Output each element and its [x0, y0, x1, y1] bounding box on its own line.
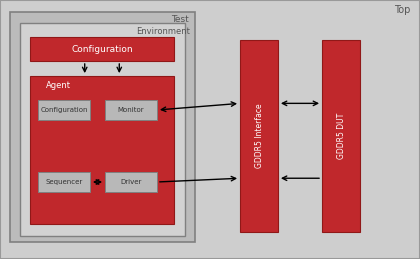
Text: Test: Test — [171, 16, 189, 25]
Bar — [20, 23, 185, 236]
Text: Configuration: Configuration — [40, 107, 88, 113]
Text: GDDR5 Interface: GDDR5 Interface — [255, 104, 263, 168]
Bar — [10, 12, 195, 242]
Text: Monitor: Monitor — [118, 107, 144, 113]
Bar — [30, 76, 174, 224]
Text: Driver: Driver — [120, 179, 142, 185]
Bar — [105, 172, 157, 192]
Text: Environment: Environment — [136, 26, 190, 35]
Text: GDDR5 DUT: GDDR5 DUT — [336, 113, 346, 159]
Bar — [38, 100, 90, 120]
Bar — [322, 40, 360, 232]
Bar — [38, 172, 90, 192]
Text: Sequencer: Sequencer — [45, 179, 83, 185]
Bar — [30, 37, 174, 61]
Text: Top: Top — [394, 5, 410, 15]
Text: Configuration: Configuration — [71, 45, 133, 54]
Text: Agent: Agent — [46, 81, 71, 90]
Bar — [240, 40, 278, 232]
Bar — [105, 100, 157, 120]
